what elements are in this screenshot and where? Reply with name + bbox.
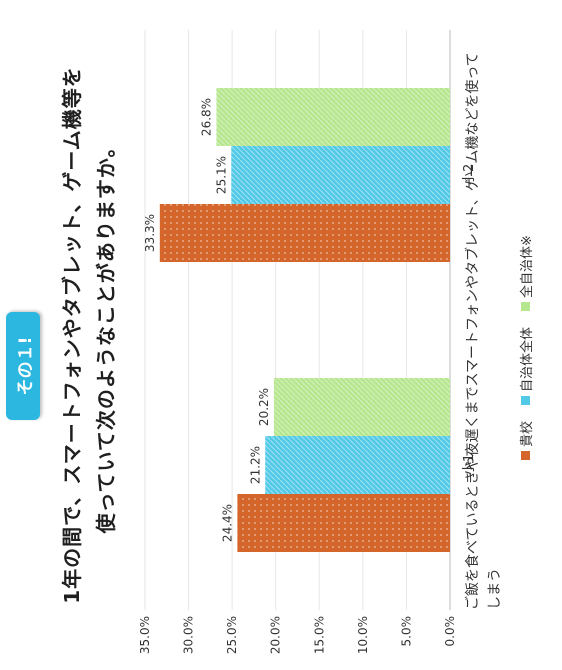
legend-item: 自治体全体 bbox=[516, 327, 535, 405]
bar-value-label: 26.8% bbox=[199, 98, 213, 136]
chart-legend: 貴校 自治体全体 全自治体※ bbox=[516, 235, 535, 460]
bar-value-label: 25.1% bbox=[214, 156, 228, 194]
legend-item: 貴校 bbox=[516, 421, 535, 460]
y-tick-label: 35.0% bbox=[138, 616, 152, 654]
bar-texture bbox=[159, 204, 450, 262]
bar-texture bbox=[265, 436, 450, 494]
y-tick-label: 25.0% bbox=[225, 616, 239, 654]
legend-label: 貴校 bbox=[520, 420, 535, 447]
legend-item: 全自治体※ bbox=[516, 235, 535, 311]
bar-texture bbox=[273, 378, 450, 436]
legend-label: 全自治体※ bbox=[520, 235, 535, 298]
bar-value-label: 33.3% bbox=[143, 214, 157, 252]
y-tick-label: 30.0% bbox=[182, 616, 196, 654]
legend-swatch bbox=[521, 451, 530, 460]
bar-value-label: 21.2% bbox=[248, 446, 262, 484]
y-tick-label: 20.0% bbox=[269, 616, 283, 654]
y-tick-label: 5.0% bbox=[399, 616, 413, 647]
bar-texture bbox=[216, 88, 450, 146]
y-tick-label: 15.0% bbox=[312, 616, 326, 654]
legend-swatch bbox=[521, 301, 530, 311]
legend-swatch bbox=[521, 395, 530, 405]
legend-label: 自治体全体 bbox=[520, 326, 535, 392]
bar-texture bbox=[237, 494, 450, 552]
y-tick-label: 10.0% bbox=[356, 616, 370, 654]
bar-value-label: 20.2% bbox=[257, 388, 271, 426]
question-note: ご飯を食べているときや夜遅くまでスマートフォンやタブレット、ゲーム機などを使って… bbox=[465, 52, 503, 610]
y-tick-label: 0.0% bbox=[443, 616, 457, 647]
bar-value-label: 24.4% bbox=[220, 504, 234, 542]
bar-texture bbox=[231, 146, 450, 204]
